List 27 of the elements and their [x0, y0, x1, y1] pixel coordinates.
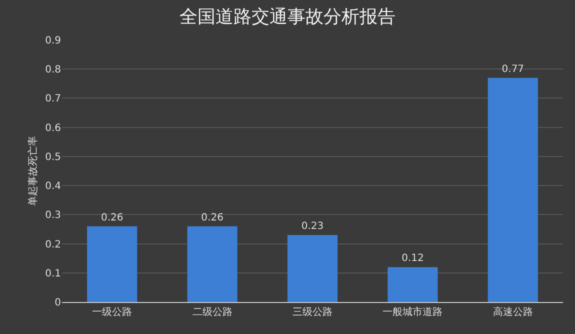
bar [287, 235, 338, 302]
data-label: 0.12 [402, 253, 424, 264]
chart-title: 全国道路交通事故分析报告 [180, 6, 396, 28]
x-tick-label: 三级公路 [292, 306, 332, 318]
bar [87, 226, 138, 302]
data-label: 0.26 [201, 212, 224, 224]
bar [488, 78, 538, 302]
y-tick-label: 0.2 [45, 239, 61, 250]
data-label: 0.23 [301, 221, 324, 232]
y-tick-label: 0.7 [45, 94, 61, 105]
y-tick-label: 0.5 [45, 152, 61, 163]
y-tick-label: 0.6 [45, 122, 61, 134]
y-tick-label: 0 [54, 298, 61, 308]
data-label: 0.26 [100, 212, 124, 224]
y-tick-label: 0.1 [45, 268, 61, 280]
x-tick-label: 高速公路 [492, 306, 533, 318]
y-tick-label: 0.3 [45, 210, 61, 222]
y-axis-title: 单起事故死亡率 [27, 136, 40, 206]
y-tick-label: 0.4 [45, 181, 61, 192]
data-label: 0.77 [502, 64, 524, 75]
bar [388, 267, 438, 302]
x-tick-label: 二级公路 [192, 306, 232, 318]
y-tick-label: 0.9 [45, 36, 61, 46]
x-tick-label: 一级公路 [92, 306, 132, 318]
x-tick-label: 一般城市道路 [382, 306, 443, 318]
bar [187, 226, 238, 302]
y-tick-label: 0.8 [45, 64, 61, 76]
